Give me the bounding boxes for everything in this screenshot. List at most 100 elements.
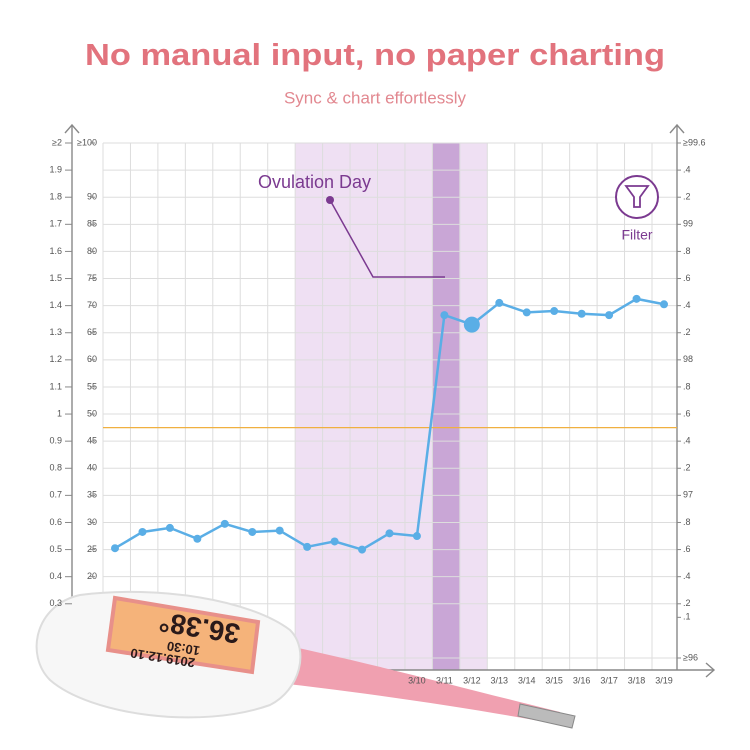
chart-subtitle: Sync & chart effortlessly	[284, 88, 467, 107]
y2ticks-label: 55	[87, 381, 97, 391]
ovulation-band	[432, 143, 460, 670]
x-tick-label: 3/14	[518, 675, 536, 685]
y2ticks-label: 75	[87, 273, 97, 283]
axis-arrow	[64, 123, 80, 134]
data-point	[440, 311, 449, 320]
x-tick-label: 3/13	[491, 675, 509, 685]
y2ticks-label: 30	[87, 517, 97, 527]
y2ticks-label: ≥100	[77, 137, 97, 147]
yticks-label: 0.9	[49, 436, 62, 446]
yticks-label: 0.8	[49, 463, 62, 473]
y3ticks-label: .2	[683, 327, 691, 337]
yticks-label: 0.5	[49, 544, 62, 554]
thermometer-tip	[250, 640, 560, 724]
filter-label[interactable]: Filter	[621, 227, 652, 243]
filter-funnel[interactable]	[624, 185, 650, 208]
axis-arrow	[669, 123, 685, 134]
axes	[64, 123, 716, 678]
yticks-label: ≥2	[52, 137, 62, 147]
y3ticks-label: .2	[683, 598, 691, 608]
y3ticks-label: .6	[683, 273, 691, 283]
y3ticks-label: .6	[683, 544, 691, 554]
y2ticks-label: 85	[87, 219, 97, 229]
y2ticks-label: 20	[87, 571, 97, 581]
display-text: 10:30	[166, 638, 201, 658]
yticks-label: 1.8	[49, 192, 62, 202]
y3ticks-label: .1	[683, 612, 691, 622]
data-point	[358, 545, 367, 554]
data-point	[165, 523, 174, 532]
y3ticks-label: ≥96	[683, 652, 698, 662]
y2ticks-label: 40	[87, 463, 97, 473]
yticks-label: 1.2	[49, 354, 62, 364]
data-point	[248, 527, 257, 536]
y2ticks-label: 90	[87, 192, 97, 202]
y3ticks-label: 97	[683, 490, 693, 500]
data-point	[111, 544, 119, 553]
y2ticks-label: 25	[87, 544, 97, 554]
yticks-label: 1.4	[49, 300, 62, 310]
axis-arrow	[705, 662, 716, 678]
annotation: Ovulation Day	[258, 172, 371, 192]
yticks-label: 1.7	[49, 219, 62, 229]
y3ticks-label: .8	[683, 381, 691, 391]
data-point	[495, 298, 504, 307]
x-tick-label: 3/18	[628, 675, 646, 685]
yticks-label: 0.7	[49, 490, 62, 500]
data-point	[275, 526, 284, 535]
filter-icon[interactable]	[615, 175, 659, 219]
x-tick-label: 3/10	[408, 675, 426, 685]
data-point	[463, 316, 480, 333]
y3ticks-label: .2	[683, 192, 691, 202]
data-point	[660, 300, 668, 309]
y2ticks-label: 60	[87, 354, 97, 364]
data-point	[330, 537, 339, 546]
yticks-label: 1	[57, 408, 62, 418]
y2ticks-label: 50	[87, 408, 97, 418]
data-point	[522, 308, 531, 317]
yticks-label: 1.3	[49, 327, 62, 337]
annotation-leader	[329, 199, 445, 278]
y3ticks-label: .8	[683, 246, 691, 256]
x-tick-label: 3/12	[463, 675, 481, 685]
y3ticks-label: 98	[683, 354, 693, 364]
data-point	[412, 532, 421, 541]
data-point	[632, 294, 641, 303]
y3ticks-label: .2	[683, 463, 691, 473]
y3ticks-label: 99	[683, 219, 693, 229]
data-point	[138, 527, 147, 536]
yticks-label: 0.4	[49, 571, 62, 581]
y2ticks-label: 45	[87, 436, 97, 446]
data-point	[577, 309, 586, 318]
y3ticks-label: ≥99.6	[683, 137, 705, 147]
yticks-label: 1.9	[49, 164, 62, 174]
y3ticks-label: .4	[683, 571, 691, 581]
x-tick-label: 3/16	[573, 675, 591, 685]
y3ticks-label: .4	[683, 436, 691, 446]
chart-title: No manual input, no paper charting	[85, 37, 665, 72]
y2ticks-label: 35	[87, 490, 97, 500]
data-point	[220, 519, 229, 528]
x-tick-label: 3/15	[545, 675, 563, 685]
annotation-dot	[326, 196, 334, 204]
yticks-label: 1.6	[49, 246, 62, 256]
y3ticks-label: .6	[683, 408, 691, 418]
y2ticks-label: 65	[87, 327, 97, 337]
data-point	[550, 307, 559, 316]
data-point	[193, 534, 202, 543]
y2ticks-label: 80	[87, 246, 97, 256]
thermometer-probe	[517, 703, 576, 729]
y3ticks-label: .4	[683, 164, 691, 174]
y3ticks-label: .4	[683, 300, 691, 310]
x-tick-label: 3/11	[436, 675, 453, 685]
yticks-label: 0.6	[49, 517, 62, 527]
y2ticks-label: 70	[87, 300, 97, 310]
data-point	[303, 542, 312, 551]
filter-button[interactable]: Filter	[615, 175, 659, 243]
x-tick-label: 3/19	[655, 675, 673, 685]
data-point	[385, 529, 394, 538]
yticks-label: 1.5	[49, 273, 62, 283]
data-point	[605, 311, 614, 320]
